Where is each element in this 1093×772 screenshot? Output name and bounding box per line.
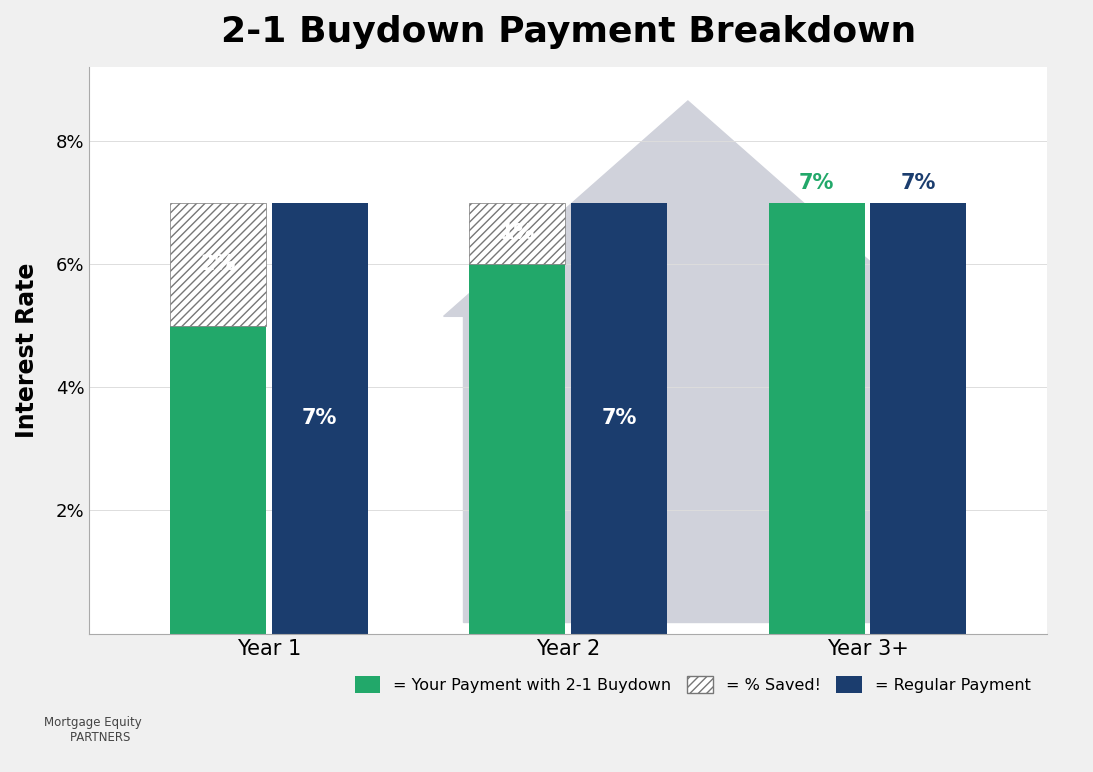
- Bar: [469, 202, 565, 264]
- Text: 7%: 7%: [799, 173, 834, 193]
- Title: 2-1 Buydown Payment Breakdown: 2-1 Buydown Payment Breakdown: [221, 15, 916, 49]
- Polygon shape: [462, 317, 922, 622]
- Bar: [469, 264, 565, 634]
- Text: 6%: 6%: [500, 439, 534, 459]
- Text: 7%: 7%: [302, 408, 338, 428]
- Text: 2%: 2%: [200, 254, 236, 274]
- Legend: = Your Payment with 2-1 Buydown, = % Saved!, = Regular Payment: = Your Payment with 2-1 Buydown, = % Sav…: [349, 669, 1037, 699]
- Text: Mortgage Equity
    PARTNERS: Mortgage Equity PARTNERS: [44, 716, 142, 743]
- Bar: [171, 202, 266, 326]
- Bar: [572, 202, 667, 634]
- Bar: [171, 326, 266, 634]
- Polygon shape: [444, 101, 932, 317]
- Bar: [272, 202, 367, 634]
- Text: 7%: 7%: [601, 408, 637, 428]
- Text: 5%: 5%: [200, 469, 236, 489]
- Text: 1%: 1%: [500, 223, 534, 243]
- Bar: [870, 202, 966, 634]
- Bar: [768, 202, 865, 634]
- Y-axis label: Interest Rate: Interest Rate: [15, 262, 39, 438]
- Text: 7%: 7%: [901, 173, 936, 193]
